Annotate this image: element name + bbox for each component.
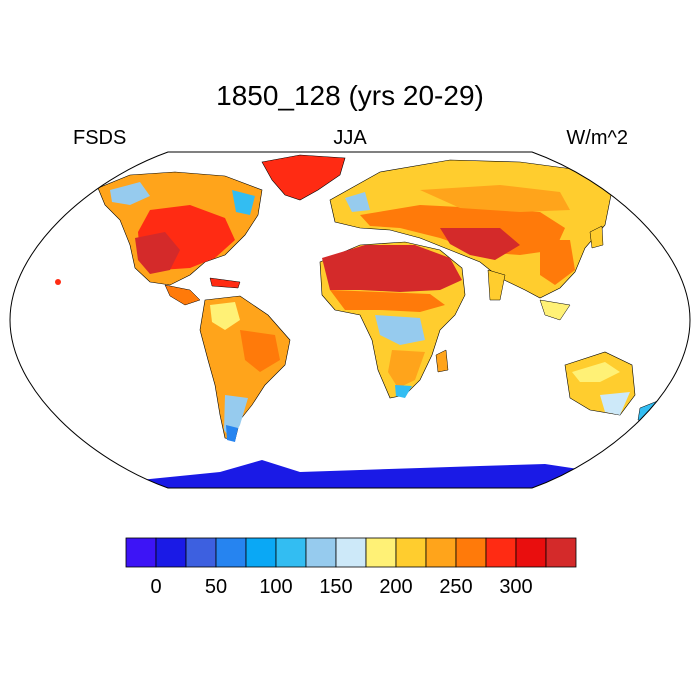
colorbar-swatch: [275, 537, 307, 568]
colorbar-swatch: [305, 537, 337, 568]
colorbar-swatch: [485, 537, 517, 568]
colorbar-tick-label: 150: [319, 576, 352, 598]
variable-label: FSDS: [73, 127, 127, 149]
plot-title: 1850_128 (yrs 20-29): [216, 80, 484, 111]
antarctica: [60, 460, 680, 488]
africa: [319, 241, 466, 399]
eurasia: [329, 159, 613, 321]
greenland: [261, 154, 346, 201]
colorbar-swatch: [455, 537, 487, 568]
colorbar-swatch: [125, 537, 157, 568]
colorbar-swatch: [395, 537, 427, 568]
colorbar-swatch: [545, 537, 577, 568]
colorbar-swatch: [215, 537, 247, 568]
colorbar-swatch: [425, 537, 457, 568]
colorbar-swatch: [185, 537, 217, 568]
colorbar-swatch: [245, 537, 277, 568]
colorbar-swatch: [365, 537, 397, 568]
colorbar-swatch: [515, 537, 547, 568]
colorbar-swatch: [335, 537, 367, 568]
units-label: W/m^2: [566, 127, 628, 149]
colorbar-tick-label: 50: [205, 576, 227, 598]
colorbar-tick-label: 100: [259, 576, 292, 598]
north-america: [55, 171, 263, 306]
south-america: [199, 295, 291, 442]
colorbar-tick-label: 250: [439, 576, 472, 598]
season-label: JJA: [333, 127, 367, 149]
map-boundary: [9, 151, 691, 489]
colorbar-swatch: [155, 537, 187, 568]
colorbar-tick-label: 0: [150, 576, 161, 598]
colorbar-tick-label: 200: [379, 576, 412, 598]
colorbar-tick-label: 300: [499, 576, 532, 598]
